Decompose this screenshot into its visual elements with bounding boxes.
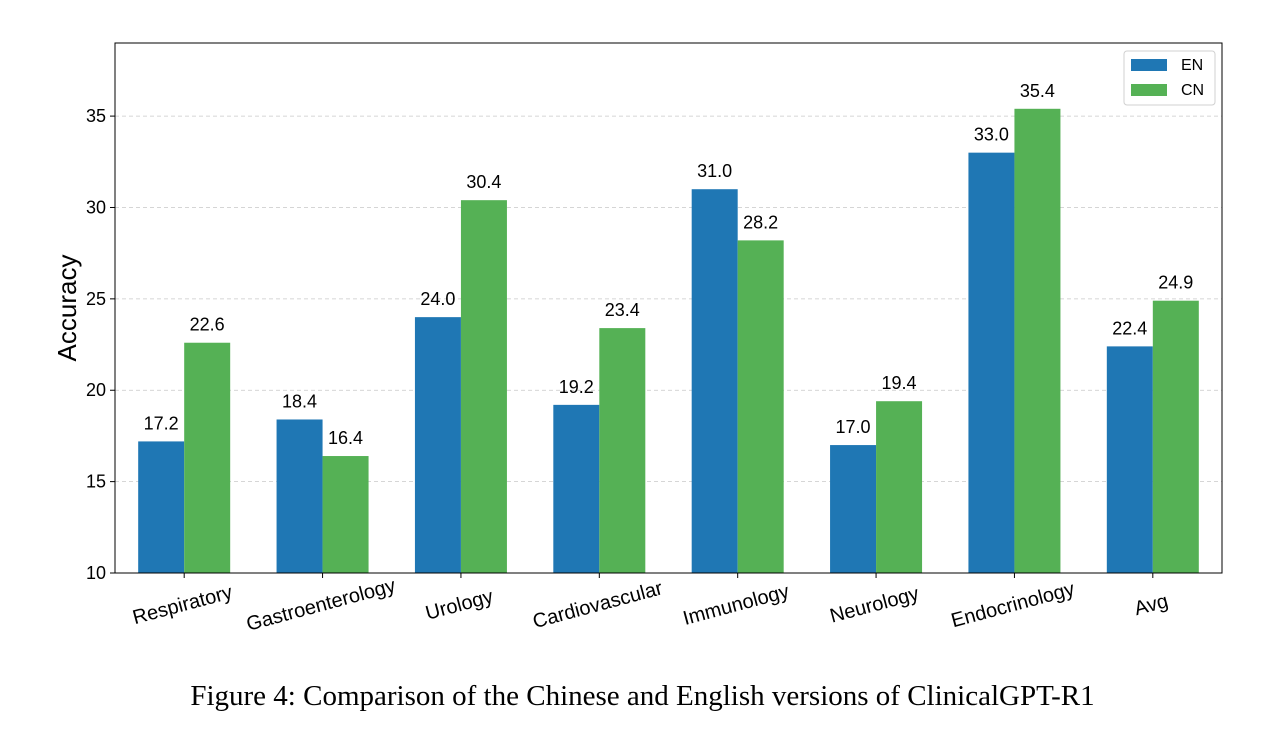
- bar-en: [691, 189, 738, 573]
- x-axis-ticks: Respiratory Gastroenterology Urology Cardio…: [130, 573, 1171, 636]
- value-label: 17.2: [144, 413, 179, 433]
- bar-en: [830, 445, 877, 573]
- value-label: 24.0: [420, 289, 455, 309]
- value-label: 30.4: [466, 172, 501, 192]
- figure-caption: Figure 4: Comparison of the Chinese and …: [190, 680, 1095, 712]
- value-label: 23.4: [605, 300, 640, 320]
- value-label: 18.4: [282, 391, 317, 411]
- x-tick-label: Endocrinology: [949, 578, 1077, 632]
- bar-cn: [1152, 300, 1199, 573]
- legend-label-en: EN: [1181, 57, 1203, 74]
- y-axis-ticks: 10 15 20 25 30 35: [86, 106, 115, 583]
- value-labels: 17.2 22.6 18.4 16.4 24.0 30.4 19.2 23.4 31.0 28.2…: [144, 81, 1194, 448]
- legend-label-cn: CN: [1181, 82, 1204, 99]
- x-tick-label: Neurology: [828, 583, 922, 628]
- y-tick-label: 35: [86, 106, 106, 126]
- bar-cn: [876, 401, 923, 573]
- y-axis-label: Accuracy: [52, 255, 82, 362]
- bar-en: [553, 404, 600, 573]
- bar-cn: [460, 200, 507, 573]
- value-label: 28.2: [743, 212, 778, 232]
- x-tick-label: Immunology: [681, 580, 792, 629]
- bar-en: [1106, 346, 1153, 573]
- bar-en: [276, 419, 323, 573]
- bars: [138, 108, 1199, 574]
- x-tick-label: Avg: [1132, 590, 1171, 620]
- x-tick-label: Gastroenterology: [244, 575, 398, 636]
- legend-swatch-cn: [1131, 84, 1167, 96]
- bar-cn: [184, 342, 231, 573]
- bar-cn: [737, 240, 784, 573]
- value-label: 35.4: [1020, 81, 1055, 101]
- bar-en: [414, 317, 461, 573]
- y-tick-label: 30: [86, 197, 106, 217]
- value-label: 16.4: [328, 428, 363, 448]
- value-label: 17.0: [836, 417, 871, 437]
- value-label: 22.6: [190, 315, 225, 335]
- value-label: 24.9: [1158, 273, 1193, 293]
- value-label: 33.0: [974, 125, 1009, 145]
- bar-chart: 17.2 22.6 18.4 16.4 24.0 30.4 19.2 23.4 31.0 28.2…: [52, 42, 1223, 636]
- x-tick-label: Respiratory: [130, 581, 234, 629]
- x-tick-label: Cardiovascular: [530, 577, 665, 633]
- bar-cn: [322, 456, 369, 573]
- value-label: 31.0: [697, 161, 732, 181]
- y-tick-label: 20: [86, 380, 106, 400]
- bar-cn: [599, 328, 646, 573]
- y-tick-label: 25: [86, 289, 106, 309]
- plot-frame: [114, 42, 1223, 574]
- value-label: 22.4: [1112, 318, 1147, 338]
- bar-cn: [1014, 108, 1061, 574]
- y-tick-label: 15: [86, 472, 106, 492]
- y-tick-label: 10: [86, 563, 106, 583]
- x-tick-label: Urology: [423, 586, 495, 625]
- legend: EN CN: [1123, 50, 1216, 106]
- value-label: 19.4: [882, 373, 917, 393]
- bar-en: [968, 152, 1015, 574]
- bar-en: [138, 441, 185, 573]
- legend-swatch-en: [1131, 59, 1167, 71]
- value-label: 19.2: [559, 377, 594, 397]
